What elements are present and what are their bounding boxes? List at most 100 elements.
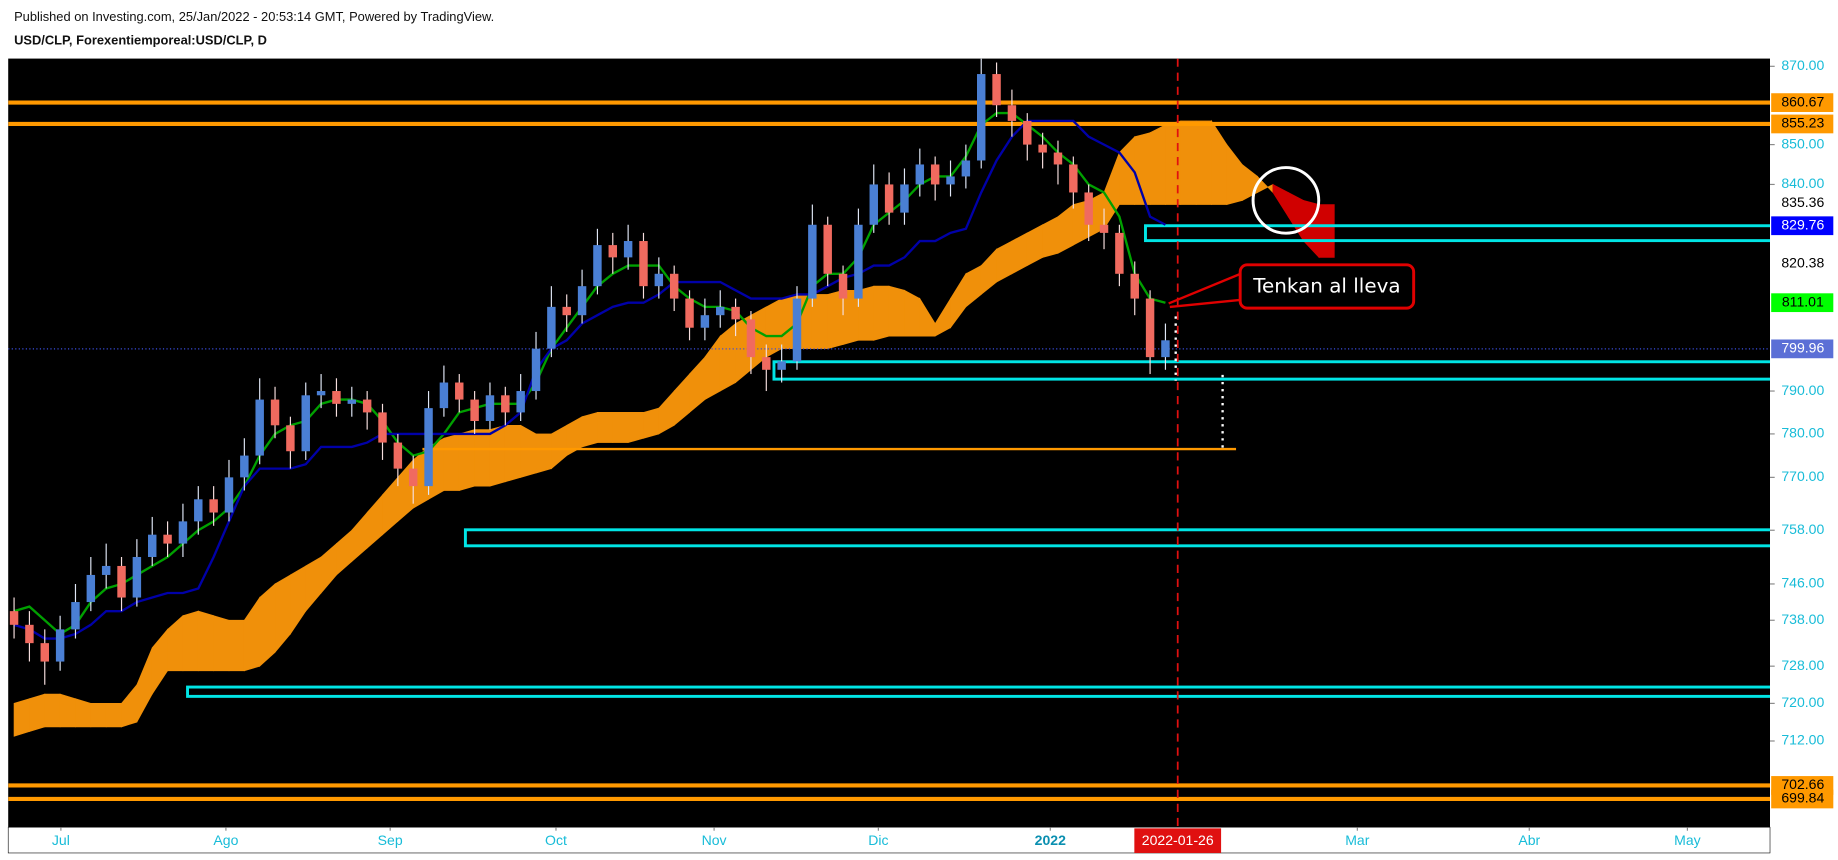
cloud-segment: [474, 429, 491, 487]
candle-body: [992, 74, 1001, 106]
candle-body: [915, 164, 925, 185]
candle-body: [1069, 164, 1078, 193]
cloud-segment: [612, 412, 629, 443]
annotation-pointer: [1168, 271, 1243, 305]
candle-body: [71, 602, 80, 630]
candle-body: [639, 241, 648, 287]
price-badge: [1771, 216, 1834, 236]
candle-body: [700, 315, 710, 328]
candle-body: [547, 306, 556, 349]
candle-body: [132, 556, 142, 598]
candle-body: [808, 224, 817, 299]
candle-body: [1099, 224, 1109, 233]
cloud-segment: [643, 407, 660, 439]
cloud-segment: [904, 289, 921, 337]
x-tick-label: Sep: [378, 832, 403, 848]
candle-body: [762, 357, 771, 370]
cloud-segment: [197, 610, 214, 672]
candle-body: [669, 273, 679, 299]
candle-body: [470, 399, 479, 421]
price-badge-label: 699.84: [1781, 790, 1824, 806]
price-badge-label: 811.01: [1782, 293, 1824, 309]
cloud-segment: [1318, 204, 1335, 258]
time-axis: [7, 826, 1771, 854]
cloud-segment: [489, 424, 506, 487]
zone: [186, 685, 1771, 698]
candle-body: [55, 629, 65, 662]
y-tick-label: 770.00: [1781, 468, 1824, 484]
x-tick-label: Ago: [213, 832, 238, 848]
y-tick-label: 840.00: [1781, 175, 1824, 191]
price-badge: [1771, 339, 1834, 359]
cloud-segment: [105, 703, 122, 728]
cloud-segment: [213, 615, 230, 672]
candle-body: [884, 184, 894, 213]
cloud-segment: [458, 429, 475, 491]
candle-body: [117, 565, 126, 598]
x-tick-label: Oct: [545, 832, 567, 848]
x-tick-label: Mar: [1345, 832, 1370, 848]
cloud-segment: [581, 411, 598, 448]
y-tick-label: 746.00: [1781, 575, 1824, 591]
candle-body: [362, 399, 372, 413]
candle-body: [792, 298, 802, 362]
candle-body: [746, 319, 756, 358]
candle-body: [1053, 152, 1063, 165]
candle-body: [1130, 273, 1139, 299]
candle-body: [40, 643, 49, 662]
cloud-segment: [627, 412, 644, 444]
candle-body: [240, 455, 249, 478]
candle-body: [224, 477, 234, 513]
price-badge: [1771, 93, 1834, 112]
y-tick-label: 780.00: [1781, 425, 1824, 441]
x-tick-label: Dic: [868, 832, 888, 848]
cloud-segment: [535, 433, 552, 474]
highlight-circle: [1251, 166, 1321, 235]
candle-body: [148, 534, 157, 557]
candle-body: [516, 391, 525, 413]
cloud-segment: [44, 693, 61, 728]
price-badge-label: 829.76: [1781, 216, 1824, 232]
price-badge-label: 799.96: [1781, 340, 1824, 356]
candle-body: [209, 499, 218, 513]
cloud-segment: [443, 433, 460, 491]
price-badge-label: 860.67: [1781, 93, 1824, 109]
y-tick-label: 738.00: [1781, 611, 1824, 627]
candle-body: [286, 425, 295, 452]
candle-body: [608, 245, 618, 258]
cloud-segment: [75, 698, 92, 728]
y-tick-label: 790.00: [1781, 382, 1824, 398]
candle-body: [1023, 120, 1032, 145]
annotation-text: Tenkan al lleva: [1252, 275, 1400, 298]
cloud-segment: [228, 619, 245, 672]
cloud-segment: [259, 583, 276, 667]
cloud-segment: [90, 703, 107, 728]
y-tick-label: 728.00: [1781, 657, 1824, 673]
price-badge-label: 835.36: [1781, 194, 1824, 210]
candle-body: [930, 164, 940, 185]
cloud-segment: [888, 285, 905, 337]
date-marker-label: 2022-01-26: [1142, 832, 1214, 848]
candle-body: [455, 382, 464, 400]
overlay-layer: Tenkan al lleva: [1168, 166, 1416, 449]
price-badge: [1771, 789, 1834, 809]
candle-body: [393, 442, 403, 469]
candle-body: [562, 306, 571, 316]
zone: [1144, 224, 1771, 243]
candle-body: [316, 391, 326, 396]
candle-body: [1038, 144, 1047, 153]
candle-body: [501, 395, 510, 413]
cloud-segment: [1180, 120, 1197, 205]
y-tick-label: 850.00: [1781, 135, 1824, 151]
cloud-segment: [597, 412, 614, 443]
date-marker-badge: [1134, 828, 1222, 853]
candle-body: [25, 624, 34, 644]
x-tick-label: Nov: [702, 832, 727, 848]
candle-body: [623, 241, 633, 258]
cloud-segment: [13, 698, 30, 737]
candle-body: [332, 391, 341, 404]
zone: [463, 528, 1771, 548]
candle-body: [1115, 232, 1124, 274]
